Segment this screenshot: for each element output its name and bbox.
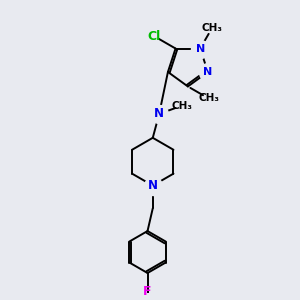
Text: N: N [154,107,164,120]
Text: N: N [196,44,205,53]
Text: CH₃: CH₃ [171,101,192,111]
Text: CH₃: CH₃ [201,23,222,33]
Text: F: F [143,285,152,298]
Text: CH₃: CH₃ [198,93,219,103]
Text: Cl: Cl [148,30,161,43]
Text: N: N [148,179,158,192]
Text: N: N [203,67,212,77]
